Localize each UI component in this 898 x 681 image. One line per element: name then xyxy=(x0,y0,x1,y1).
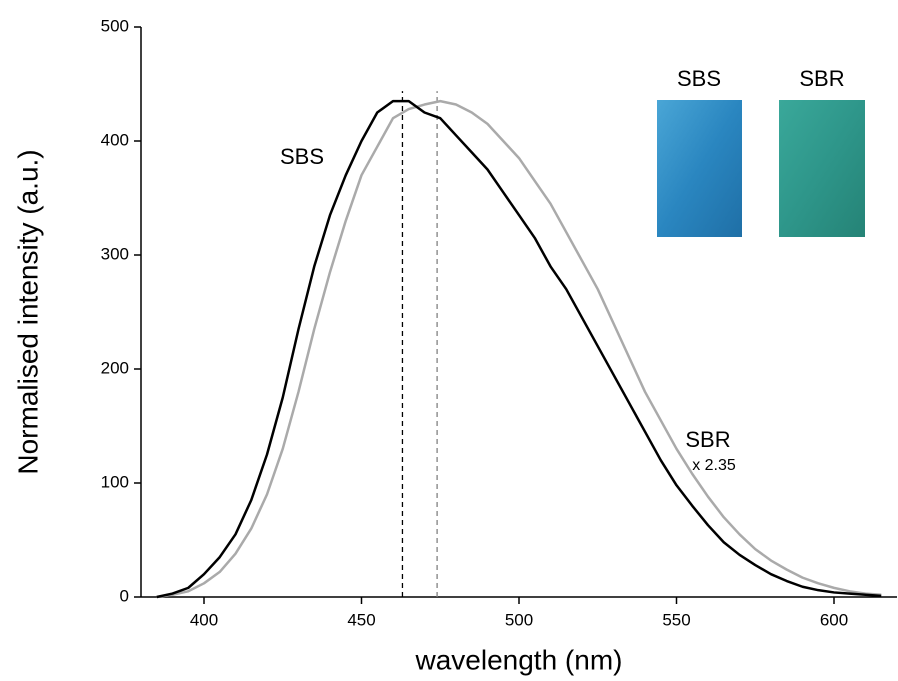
y-axis-label: Normalised intensity (a.u.) xyxy=(12,149,43,474)
y-tick-label: 200 xyxy=(101,358,129,377)
x-axis-label: wavelength (nm) xyxy=(415,644,623,675)
y-tick-label: 0 xyxy=(120,586,129,605)
y-tick-label: 100 xyxy=(101,472,129,491)
series-annotation: SBR xyxy=(685,427,730,452)
scale-annotation: x 2.35 xyxy=(692,457,736,474)
x-tick-label: 600 xyxy=(820,610,848,629)
y-tick-label: 400 xyxy=(101,130,129,149)
inset-label: SBR xyxy=(799,66,844,91)
x-tick-label: 450 xyxy=(347,610,375,629)
series-line xyxy=(156,99,882,599)
inset-image-sbs xyxy=(657,100,742,237)
series-line xyxy=(156,99,882,599)
y-tick-label: 500 xyxy=(101,16,129,35)
inset-image-sbr xyxy=(779,100,865,237)
y-tick-label: 300 xyxy=(101,244,129,263)
x-tick-label: 500 xyxy=(505,610,533,629)
inset-label: SBS xyxy=(677,66,721,91)
x-tick-label: 550 xyxy=(662,610,690,629)
series-annotation: SBS xyxy=(280,144,324,169)
x-tick-label: 400 xyxy=(190,610,218,629)
